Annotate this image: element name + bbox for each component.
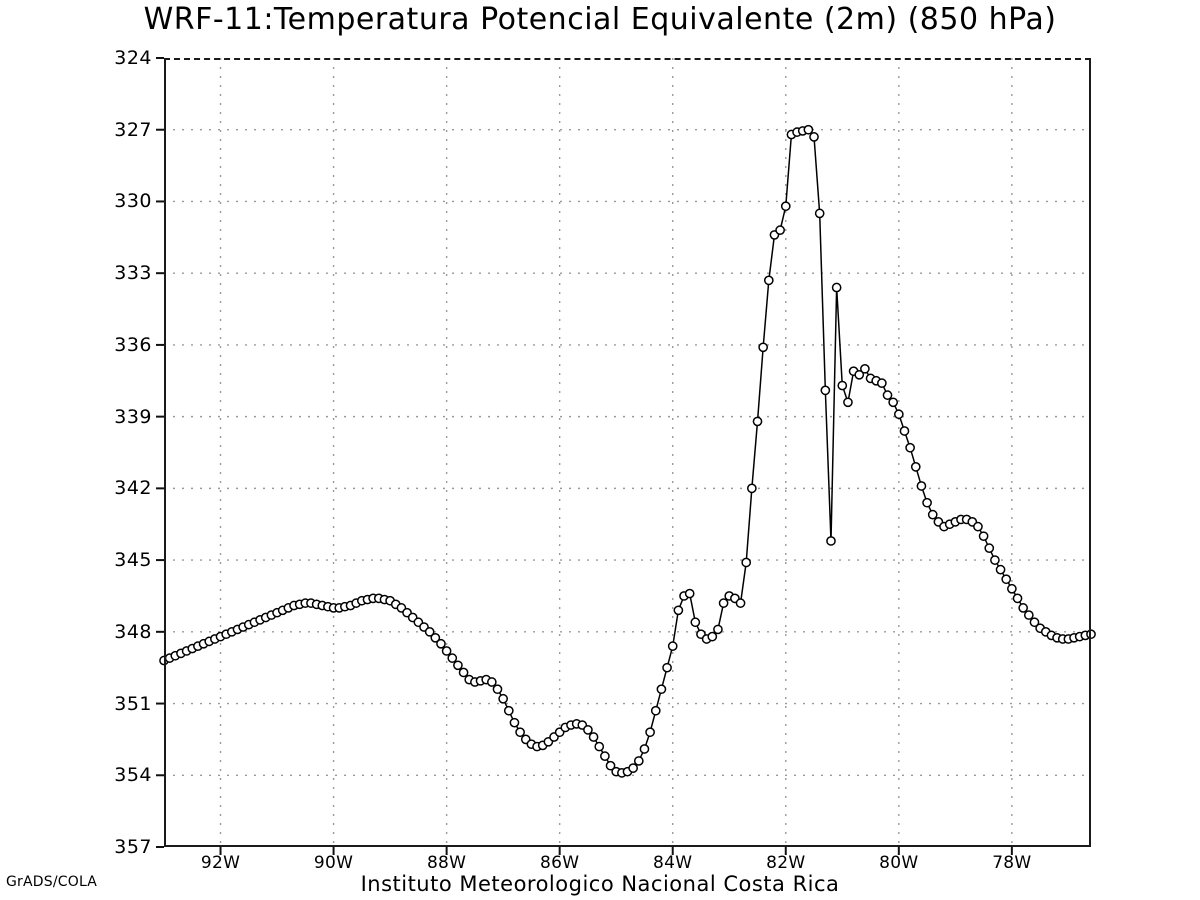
plot-area bbox=[156, 57, 1096, 855]
y-tick-label: 357 bbox=[114, 836, 152, 858]
x-tick-label: 90W bbox=[313, 853, 354, 873]
y-tick-label: 324 bbox=[114, 47, 152, 69]
plot-top-border bbox=[164, 58, 1091, 60]
x-tick-label: 78W bbox=[992, 853, 1032, 873]
x-axis-tick-labels: 92W 90W 88W 86W 84W 82W 80W 78W bbox=[164, 853, 1091, 877]
y-tick-label: 327 bbox=[114, 118, 152, 141]
y-tick-label: 342 bbox=[114, 477, 152, 500]
x-tick-label: 84W bbox=[653, 853, 693, 873]
y-tick-label: 339 bbox=[114, 405, 152, 428]
y-tick-label: 330 bbox=[114, 190, 152, 213]
y-tick-label: 345 bbox=[114, 549, 152, 572]
y-tick-label: 333 bbox=[114, 262, 152, 285]
y-tick-label: 348 bbox=[114, 620, 152, 643]
x-tick-label: 86W bbox=[539, 853, 580, 873]
y-tick-label: 354 bbox=[114, 764, 152, 787]
x-tick-label: 92W bbox=[200, 853, 241, 873]
y-tick-label: 336 bbox=[114, 333, 152, 356]
plot-frame bbox=[164, 58, 1091, 847]
data-series[interactable] bbox=[159, 58, 1096, 847]
x-tick-label: 82W bbox=[766, 853, 806, 873]
x-tick-label: 88W bbox=[426, 853, 467, 873]
plot-right-border bbox=[1089, 58, 1091, 847]
y-axis-tick-labels: 324 327 330 333 336 339 342 345 348 351 354 357 bbox=[96, 47, 152, 858]
grid-lines bbox=[156, 57, 1091, 855]
footer-attribution: Instituto Meteorologico Nacional Costa R… bbox=[360, 872, 840, 896]
page-title: WRF-11:Temperatura Potencial Equivalente… bbox=[143, 2, 1057, 37]
footer-software-credit: GrADS/COLA bbox=[6, 874, 98, 890]
y-tick-label: 351 bbox=[114, 692, 152, 715]
x-tick-label: 80W bbox=[879, 853, 919, 873]
